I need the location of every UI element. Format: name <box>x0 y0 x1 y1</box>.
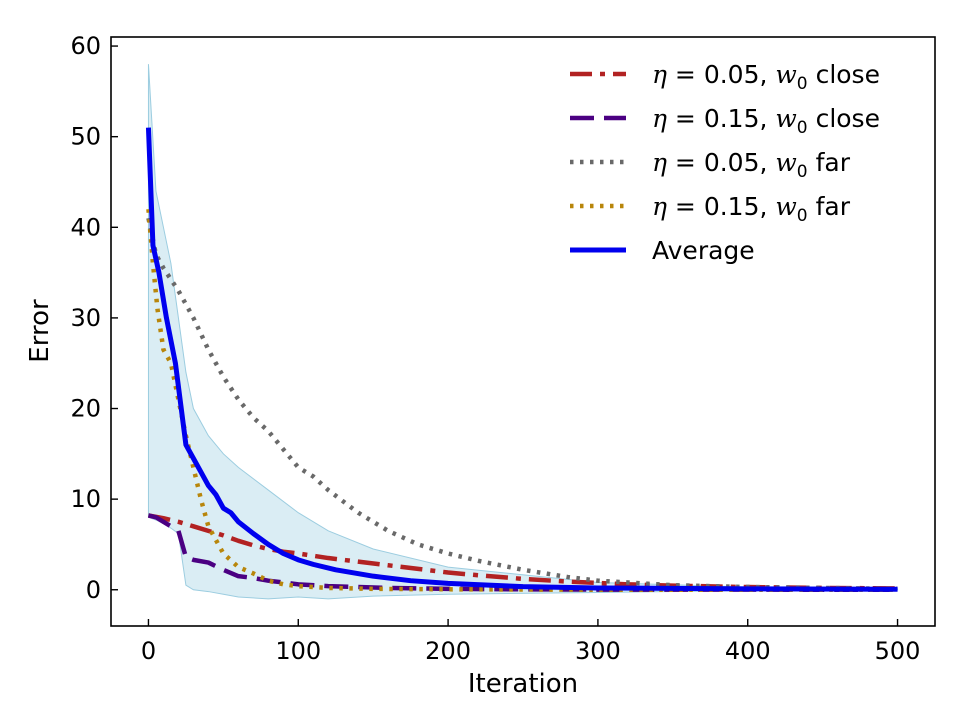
x-tick-label: 400 <box>725 637 771 665</box>
y-axis-label: Error <box>25 299 55 363</box>
y-tick-label: 0 <box>86 576 101 604</box>
legend-label-1: η = 0.05, w0 close <box>652 60 880 94</box>
series-line-4 <box>146 208 898 593</box>
y-tick-label: 10 <box>70 485 101 513</box>
x-axis-label: Iteration <box>468 669 578 699</box>
legend-label-2: η = 0.15, w0 close <box>652 104 880 138</box>
x-tick-label: 0 <box>141 637 156 665</box>
x-tick-label: 100 <box>275 637 321 665</box>
series-line-5 <box>145 127 898 592</box>
x-tick-label: 300 <box>575 637 621 665</box>
y-tick-label: 50 <box>70 123 101 151</box>
legend-label-5: Average <box>652 236 755 265</box>
plot-frame <box>110 36 936 627</box>
legend-label-4: η = 0.15, w0 far <box>652 192 851 226</box>
y-tick-label: 40 <box>70 213 101 241</box>
spread-band <box>147 64 899 600</box>
series-line-3 <box>146 217 898 592</box>
y-tick-label: 20 <box>70 395 101 423</box>
y-tick-label: 60 <box>70 32 101 60</box>
x-tick-label: 200 <box>425 637 471 665</box>
legend: η = 0.05, w0 close η = 0.15, w0 close η = … <box>570 60 880 265</box>
legend-label-3: η = 0.05, w0 far <box>652 148 851 182</box>
y-tick-label: 30 <box>70 304 101 332</box>
x-tick-label: 500 <box>875 637 921 665</box>
